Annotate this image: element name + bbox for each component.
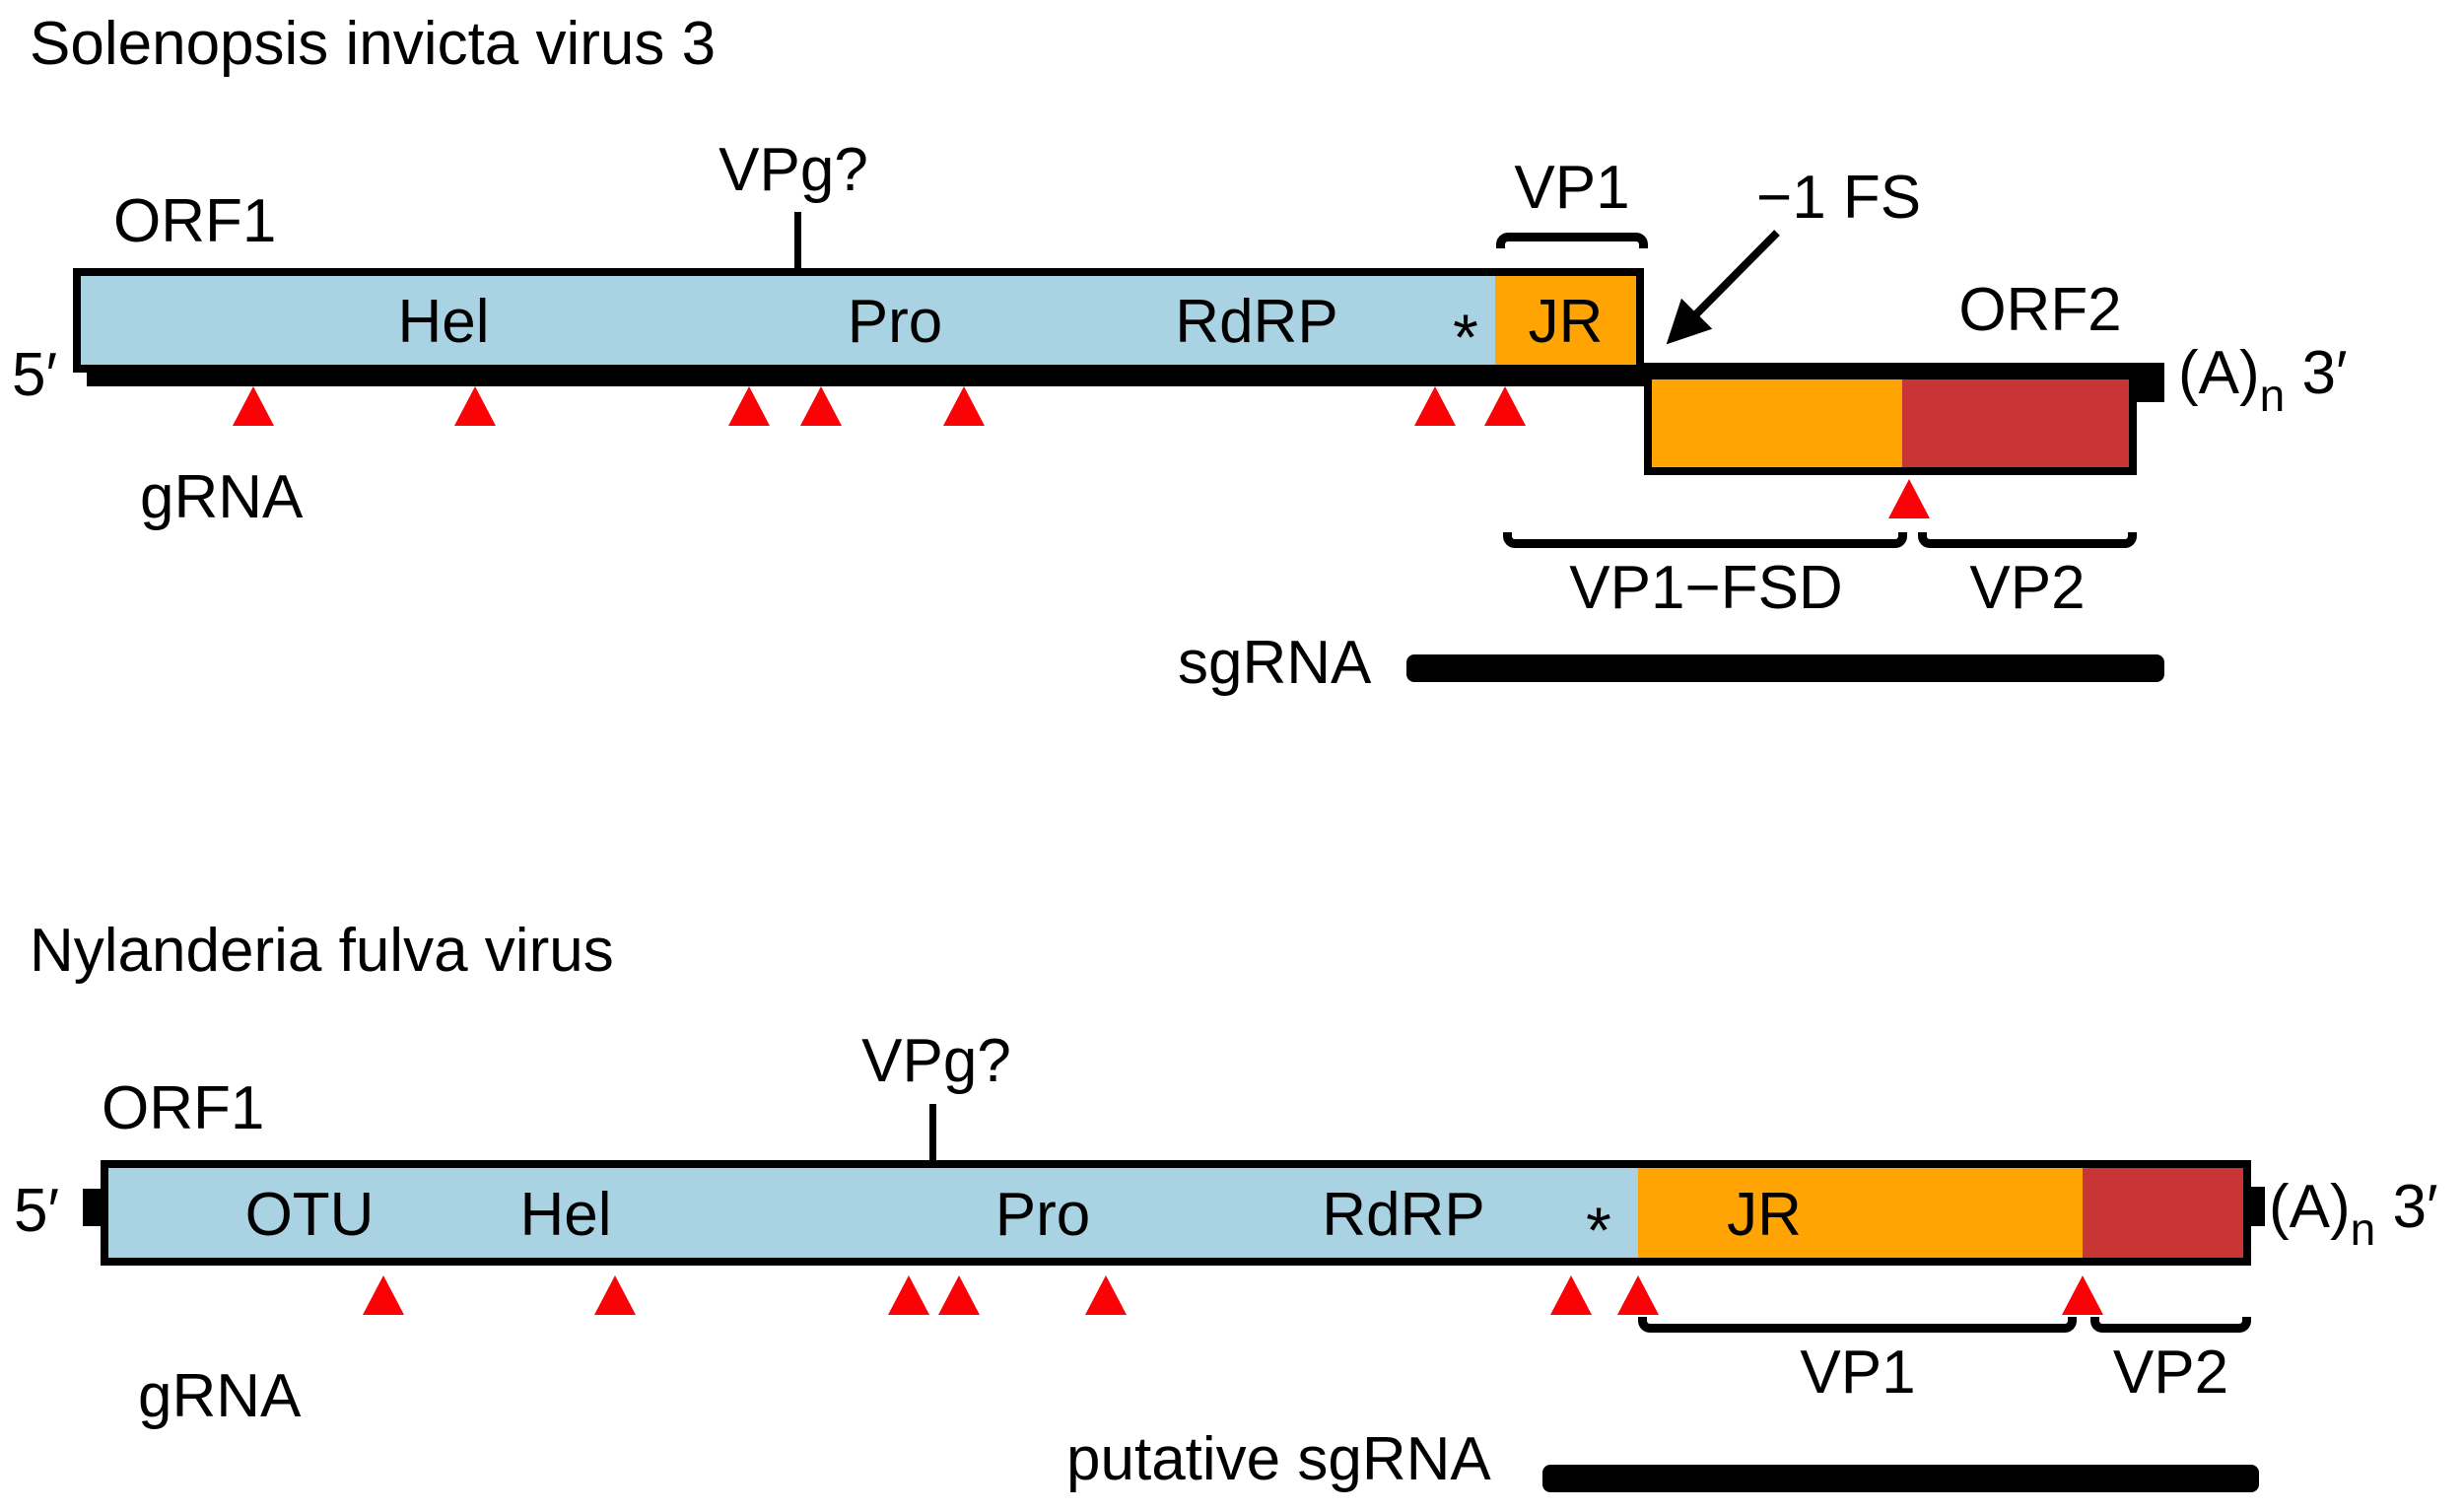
top-grna-label: gRNA — [140, 463, 304, 531]
top-polya-subscript: n — [2259, 370, 2286, 421]
bottom-grna-line-right-cap — [2249, 1187, 2265, 1226]
top-orf2-vp2-segment — [1902, 379, 2129, 467]
bottom-polya-subscript: n — [2350, 1203, 2376, 1255]
top-vp1-fsd-label: VP1−FSD — [1569, 554, 1843, 622]
bottom-cleavage-marker-6 — [1550, 1275, 1592, 1315]
bottom-vp2-bracket — [2090, 1317, 2251, 1333]
top-vp1-bracket-label: VP1 — [1514, 154, 1630, 222]
bottom-stop-codon-asterisk: * — [1586, 1194, 1611, 1267]
top-orf2-jr-extension-segment — [1652, 379, 1902, 467]
top-jr-domain-label: JR — [1528, 288, 1604, 356]
bottom-cleavage-marker-7 — [1617, 1275, 1659, 1315]
bottom-jr-domain-label: JR — [1727, 1181, 1802, 1249]
top-orf1-box — [73, 268, 1644, 373]
top-rdrp-domain-label: RdRP — [1175, 288, 1338, 356]
bottom-jr-segment — [1638, 1168, 2083, 1258]
top-orf2-label: ORF2 — [1958, 276, 2122, 344]
top-cleavage-marker-1 — [233, 386, 274, 426]
bottom-cleavage-marker-5 — [1085, 1275, 1127, 1315]
bottom-hel-domain-label: Hel — [519, 1181, 612, 1249]
top-vp1-fsd-bracket — [1503, 532, 1907, 548]
bottom-polya-suffix: 3′ — [2375, 1173, 2438, 1241]
top-jr-segment — [1495, 276, 1636, 365]
top-hel-domain-label: Hel — [397, 288, 490, 356]
top-cleavage-marker-2 — [454, 386, 496, 426]
bottom-vp2-label: VP2 — [2112, 1339, 2229, 1407]
bottom-cleavage-marker-3 — [888, 1275, 929, 1315]
bottom-polya-label: (A)n 3′ — [2269, 1175, 2438, 1253]
bottom-vpg-tick — [929, 1104, 936, 1214]
bottom-cleavage-marker-1 — [363, 1275, 404, 1315]
top-vp1-bracket — [1496, 233, 1648, 248]
top-figure-title: Solenopsis invicta virus 3 — [30, 10, 717, 78]
bottom-rdrp-domain-label: RdRP — [1322, 1181, 1485, 1249]
top-cleavage-marker-5 — [943, 386, 985, 426]
top-vpg-tick — [794, 212, 801, 317]
bottom-pro-domain-label: Pro — [994, 1181, 1091, 1249]
top-grna-line-right-cap — [2129, 384, 2164, 402]
bottom-vpg-label: VPg? — [861, 1027, 1011, 1095]
bottom-five-prime-label: 5′ — [14, 1177, 60, 1245]
top-five-prime-label: 5′ — [12, 341, 58, 409]
top-vp2-label: VP2 — [1969, 554, 2086, 622]
top-cleavage-marker-6 — [1414, 386, 1456, 426]
top-pro-domain-label: Pro — [847, 288, 943, 356]
top-vpg-label: VPg? — [719, 136, 868, 204]
top-cleavage-marker-3 — [728, 386, 770, 426]
top-vp2-bracket — [1918, 532, 2137, 548]
bottom-sgrna-bar — [1542, 1465, 2259, 1492]
top-cleavage-marker-7 — [1484, 386, 1526, 426]
bottom-orf1-label: ORF1 — [102, 1074, 265, 1142]
bottom-polya-prefix: (A) — [2269, 1173, 2351, 1241]
bottom-grna-label: gRNA — [138, 1362, 302, 1430]
top-stop-codon-asterisk: * — [1453, 301, 1478, 374]
top-polya-label: (A)n 3′ — [2178, 341, 2348, 419]
bottom-grna-line-left-cap — [83, 1189, 103, 1226]
bottom-sgrna-label: putative sgRNA — [1066, 1425, 1491, 1493]
frameshift-arrow — [1666, 230, 1780, 345]
top-polya-prefix: (A) — [2178, 339, 2260, 407]
bottom-vp2-segment — [2083, 1168, 2243, 1258]
top-orf2-box — [1644, 372, 2137, 475]
top-orf1-label: ORF1 — [113, 187, 277, 255]
bottom-figure-title: Nylanderia fulva virus — [30, 917, 614, 985]
top-polya-suffix: 3′ — [2285, 339, 2348, 407]
top-sgrna-bar — [1406, 654, 2164, 682]
bottom-vp1-bracket — [1638, 1317, 2077, 1333]
bottom-cleavage-marker-8 — [2062, 1275, 2103, 1315]
top-sgrna-label: sgRNA — [1178, 629, 1372, 697]
bottom-cleavage-marker-4 — [938, 1275, 980, 1315]
top-frameshift-label: −1 FS — [1756, 164, 1922, 232]
top-cleavage-marker-4 — [800, 386, 842, 426]
top-orf2-cleavage-marker — [1888, 479, 1930, 518]
bottom-vp1-label: VP1 — [1800, 1339, 1916, 1407]
bottom-otu-domain-label: OTU — [244, 1181, 375, 1249]
bottom-cleavage-marker-2 — [594, 1275, 636, 1315]
